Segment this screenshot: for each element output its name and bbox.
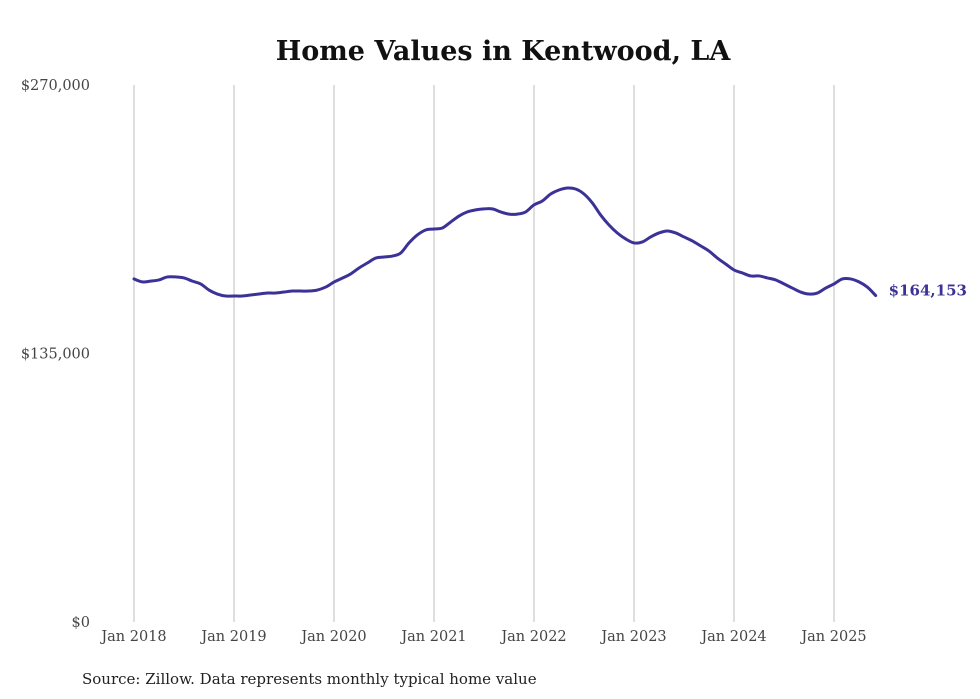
end-value-label: $164,153 <box>889 282 967 300</box>
x-tick-label: Jan 2021 <box>399 629 466 645</box>
gridlines <box>133 85 835 622</box>
series-line <box>132 186 878 298</box>
x-axis-ticks: Jan 2018 Jan 2019 Jan 2020 Jan 2021 Jan 2022… <box>99 629 866 645</box>
chart-title: Home Values in Kentwood, LA <box>276 36 732 67</box>
source-note: Source: Zillow. Data represents monthly … <box>82 670 537 688</box>
y-tick-label: $270,000 <box>21 78 90 94</box>
y-tick-label: $0 <box>72 615 90 631</box>
x-tick-label: Jan 2019 <box>199 629 266 645</box>
x-tick-label: Jan 2023 <box>599 629 666 645</box>
x-tick-label: Jan 2024 <box>699 629 766 645</box>
x-tick-label: Jan 2025 <box>799 629 866 645</box>
y-axis-ticks: $0 $135,000 $270,000 <box>21 78 90 631</box>
x-tick-label: Jan 2020 <box>299 629 366 645</box>
y-tick-label: $135,000 <box>21 347 90 363</box>
x-tick-label: Jan 2022 <box>499 629 566 645</box>
x-tick-label: Jan 2018 <box>99 629 166 645</box>
